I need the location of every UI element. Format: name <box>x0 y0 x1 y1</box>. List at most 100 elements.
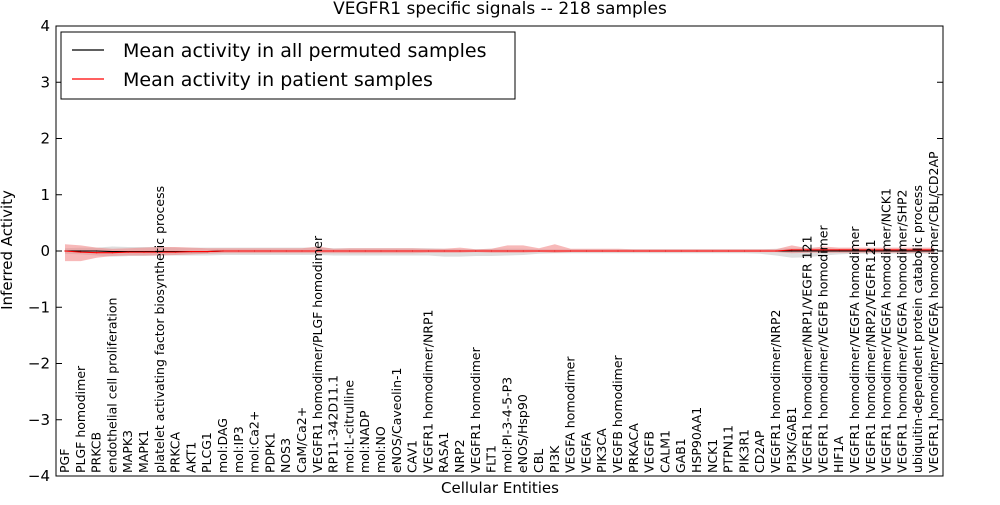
bands-layer <box>65 244 934 262</box>
x-tick-label: RP11-342D11.1 <box>326 375 341 473</box>
x-tick-label: CALM1 <box>657 430 672 473</box>
data-point-1 <box>822 249 825 251</box>
data-point-1 <box>396 250 398 252</box>
data-point-1 <box>775 250 777 252</box>
data-point-1 <box>285 250 287 252</box>
data-point-0 <box>886 250 888 252</box>
data-point-1 <box>143 251 145 253</box>
data-point-1 <box>680 250 682 252</box>
x-tick-labels: PGF PLGF homodimer PRKCB endothelial cell p… <box>57 151 941 473</box>
x-tick-label: PIK3CA <box>594 428 609 473</box>
x-tick-label: mol:PI-3-4-5-P3 <box>499 377 514 473</box>
x-tick-label: CD2AP <box>752 430 767 473</box>
legend-box <box>60 31 516 100</box>
x-tick-label: PLGF homodimer <box>73 365 88 473</box>
x-tick-label: endothelial cell proliferation <box>104 298 119 473</box>
y-tick-label: −3 <box>28 411 50 429</box>
x-axis-label: Cellular Entities <box>441 479 559 497</box>
x-tick-label: HIF1A <box>831 436 846 473</box>
data-point-1 <box>617 250 619 252</box>
data-point-1 <box>159 251 161 253</box>
data-point-1 <box>175 251 177 253</box>
lines-layer <box>64 249 935 254</box>
y-tick-label: −1 <box>28 298 50 316</box>
data-point-1 <box>838 249 840 251</box>
data-point-1 <box>554 250 556 252</box>
data-point-1 <box>854 249 856 251</box>
x-tick-label: mol:Ca2+ <box>247 411 262 473</box>
x-tick-label: HSP90AA1 <box>689 407 704 473</box>
x-tick-label: CBL <box>531 449 546 473</box>
data-point-1 <box>222 250 224 252</box>
x-tick-label: PDPK1 <box>262 432 277 473</box>
data-point-0 <box>917 250 919 252</box>
x-tick-label: mol:DAG <box>215 418 230 473</box>
x-tick-label: RASA1 <box>436 432 451 473</box>
data-point-0 <box>838 250 840 252</box>
series-band-1 <box>65 244 934 262</box>
x-tick-label: VEGFR1 homodimer/NRP1 <box>420 310 435 473</box>
data-point-1 <box>712 250 714 252</box>
data-point-1 <box>491 250 493 252</box>
data-point-1 <box>238 250 240 252</box>
data-point-1 <box>427 250 429 252</box>
data-point-0 <box>111 250 113 253</box>
x-tick-label: MAPK1 <box>136 430 151 473</box>
y-ticks: 4 3 2 1 0 −1 −2 −3 −4 <box>28 17 943 485</box>
x-tick-label: VEGFR1 homodimer/VEGFB homodimer <box>815 225 830 473</box>
x-tick-label: PI3K/GAB1 <box>784 407 799 473</box>
x-tick-label: VEGFR1 homodimer/VEGFA homodimer/NCK1 <box>879 188 894 473</box>
data-point-1 <box>459 250 461 252</box>
x-tick-label: CaM/Ca2+ <box>294 407 309 473</box>
x-tick-label: VEGFB <box>642 431 657 473</box>
data-point-1 <box>333 250 335 252</box>
x-tick-label: PRKCA <box>168 432 183 473</box>
x-tick-label: MAPK3 <box>120 430 135 473</box>
chart-title: VEGFR1 specific signals -- 218 samples <box>333 0 667 19</box>
y-tick-label: 3 <box>40 73 50 91</box>
x-tick-label: NRP2 <box>452 439 467 473</box>
plot-area-frame <box>55 25 944 477</box>
data-point-1 <box>649 250 651 252</box>
x-tick-label: VEGFR1 homodimer/NRP2/VEGFR121 <box>863 239 878 473</box>
data-point-1 <box>364 250 366 252</box>
x-tick-label: CAV1 <box>405 440 420 473</box>
x-tick-label: VEGFR1 homodimer/VEGFA homodimer <box>847 226 862 473</box>
x-tick-label: PLCG1 <box>199 432 214 473</box>
x-tick-label: FLT1 <box>484 445 499 473</box>
x-tick-label: VEGFR1 homodimer <box>468 346 483 473</box>
data-point-1 <box>96 252 98 254</box>
x-tick-label: PRKCB <box>89 432 104 473</box>
data-point-1 <box>743 250 746 252</box>
x-tick-label: NOS3 <box>278 438 293 473</box>
data-point-1 <box>870 249 872 251</box>
x-tick-label: VEGFR1 homodimer/VEGFA homodimer/SHP2 <box>894 189 909 473</box>
data-point-1 <box>601 250 603 252</box>
data-point-1 <box>80 251 82 253</box>
legend-label-permuted: Mean activity in all permuted samples <box>123 40 486 62</box>
data-point-1 <box>111 252 113 254</box>
data-point-1 <box>886 249 888 251</box>
data-point-0 <box>933 250 935 252</box>
data-point-0 <box>854 250 856 252</box>
x-tick-label: PRKACA <box>626 423 641 473</box>
data-point-1 <box>380 250 382 252</box>
x-tick-label: mol:L-citrulline <box>341 380 356 473</box>
data-point-1 <box>522 250 524 252</box>
y-tick-label: 0 <box>40 242 50 260</box>
x-tick-label: mol:NO <box>373 426 388 473</box>
x-tick-label: VEGFB homodimer <box>610 354 625 473</box>
data-point-1 <box>206 250 208 253</box>
y-tick-label: 2 <box>40 130 50 148</box>
data-point-0 <box>822 250 825 252</box>
data-point-0 <box>807 250 809 252</box>
data-point-1 <box>917 249 919 251</box>
data-point-0 <box>901 250 904 252</box>
data-point-1 <box>807 249 809 251</box>
data-point-1 <box>301 250 303 252</box>
data-point-1 <box>348 250 350 252</box>
data-point-1 <box>538 250 540 252</box>
data-point-1 <box>412 250 414 252</box>
y-tick-label: −4 <box>28 467 50 485</box>
